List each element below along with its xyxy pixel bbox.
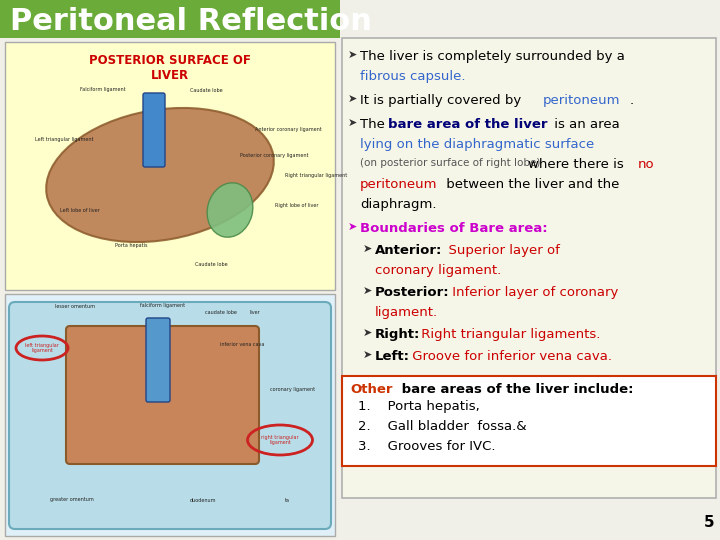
Text: is an area: is an area (550, 118, 620, 131)
Text: Boundaries of Bare area:: Boundaries of Bare area: (360, 222, 548, 235)
FancyBboxPatch shape (66, 326, 259, 464)
Text: ➤: ➤ (348, 222, 357, 232)
Text: Caudate lobe: Caudate lobe (195, 262, 228, 267)
Text: Peritoneal Reflection: Peritoneal Reflection (10, 6, 372, 36)
Text: Left triangular ligament: Left triangular ligament (35, 138, 94, 143)
Ellipse shape (46, 108, 274, 242)
Text: Other: Other (350, 383, 392, 396)
Text: Groove for inferior vena cava.: Groove for inferior vena cava. (408, 350, 612, 363)
Text: (on posterior surface of right lobe): (on posterior surface of right lobe) (360, 158, 544, 168)
Text: Right triangular ligaments.: Right triangular ligaments. (417, 328, 600, 341)
Text: Anterior:: Anterior: (375, 244, 442, 257)
Text: Right lobe of liver: Right lobe of liver (275, 202, 318, 207)
Text: lesser omentum: lesser omentum (55, 303, 95, 308)
Text: .: . (630, 94, 634, 107)
Text: ➤: ➤ (363, 350, 372, 360)
Text: Porta hepatis: Porta hepatis (115, 242, 148, 247)
Text: between the liver and the: between the liver and the (442, 178, 619, 191)
Text: duodenum: duodenum (190, 497, 217, 503)
Text: coronary ligament.: coronary ligament. (375, 264, 501, 277)
Text: Right:: Right: (375, 328, 420, 341)
Text: Right triangular ligament: Right triangular ligament (285, 172, 347, 178)
FancyBboxPatch shape (5, 42, 335, 290)
Text: ligament.: ligament. (375, 306, 438, 319)
Ellipse shape (207, 183, 253, 237)
Text: 1.    Porta hepatis,: 1. Porta hepatis, (358, 400, 480, 413)
Text: where there is: where there is (528, 158, 628, 171)
Text: ta: ta (285, 497, 290, 503)
Text: inferior vena cava: inferior vena cava (220, 342, 264, 348)
Text: Left lobe of liver: Left lobe of liver (60, 207, 100, 213)
Text: greater omentum: greater omentum (50, 497, 94, 503)
Text: diaphragm.: diaphragm. (360, 198, 436, 211)
FancyBboxPatch shape (5, 294, 335, 536)
FancyBboxPatch shape (143, 93, 165, 167)
Text: Caudate lobe: Caudate lobe (190, 87, 222, 92)
Text: left triangular
ligament: left triangular ligament (25, 342, 59, 353)
Text: liver: liver (250, 309, 261, 314)
Text: right triangular
ligament: right triangular ligament (261, 435, 299, 446)
Text: no: no (638, 158, 654, 171)
Text: falciform ligament: falciform ligament (140, 303, 185, 308)
Text: Posterior:: Posterior: (375, 286, 449, 299)
Text: Inferior layer of coronary: Inferior layer of coronary (448, 286, 618, 299)
Text: ➤: ➤ (363, 286, 372, 296)
Text: coronary ligament: coronary ligament (270, 388, 315, 393)
Text: ➤: ➤ (348, 50, 357, 60)
Text: Superior layer of: Superior layer of (440, 244, 560, 257)
Text: It is partially covered by: It is partially covered by (360, 94, 530, 107)
FancyBboxPatch shape (146, 318, 170, 402)
Text: The: The (360, 118, 389, 131)
Text: The liver is completely surrounded by a: The liver is completely surrounded by a (360, 50, 629, 63)
Text: POSTERIOR SURFACE OF
LIVER: POSTERIOR SURFACE OF LIVER (89, 54, 251, 82)
Text: lying on the diaphragmatic surface: lying on the diaphragmatic surface (360, 138, 594, 151)
FancyBboxPatch shape (342, 38, 716, 498)
FancyBboxPatch shape (9, 302, 331, 529)
Text: ➤: ➤ (363, 244, 372, 254)
Text: bare areas of the liver include:: bare areas of the liver include: (397, 383, 634, 396)
Text: 3.    Grooves for IVC.: 3. Grooves for IVC. (358, 440, 495, 453)
Text: caudate lobe: caudate lobe (205, 309, 237, 314)
Text: ➤: ➤ (348, 118, 357, 128)
Text: 2.    Gall bladder  fossa.&: 2. Gall bladder fossa.& (358, 420, 526, 433)
Text: ➤: ➤ (348, 94, 357, 104)
Text: peritoneum: peritoneum (360, 178, 438, 191)
Text: Posterior coronary ligament: Posterior coronary ligament (240, 152, 308, 158)
Text: bare area of the liver: bare area of the liver (388, 118, 547, 131)
Text: fibrous capsule.: fibrous capsule. (360, 70, 466, 83)
FancyBboxPatch shape (342, 376, 716, 466)
Text: 5: 5 (703, 515, 714, 530)
Text: Anterior coronary ligament: Anterior coronary ligament (255, 127, 322, 132)
Text: ➤: ➤ (363, 328, 372, 338)
Text: Falciform ligament: Falciform ligament (80, 87, 125, 92)
Text: Left:: Left: (375, 350, 410, 363)
FancyBboxPatch shape (0, 0, 340, 38)
Text: peritoneum: peritoneum (543, 94, 621, 107)
